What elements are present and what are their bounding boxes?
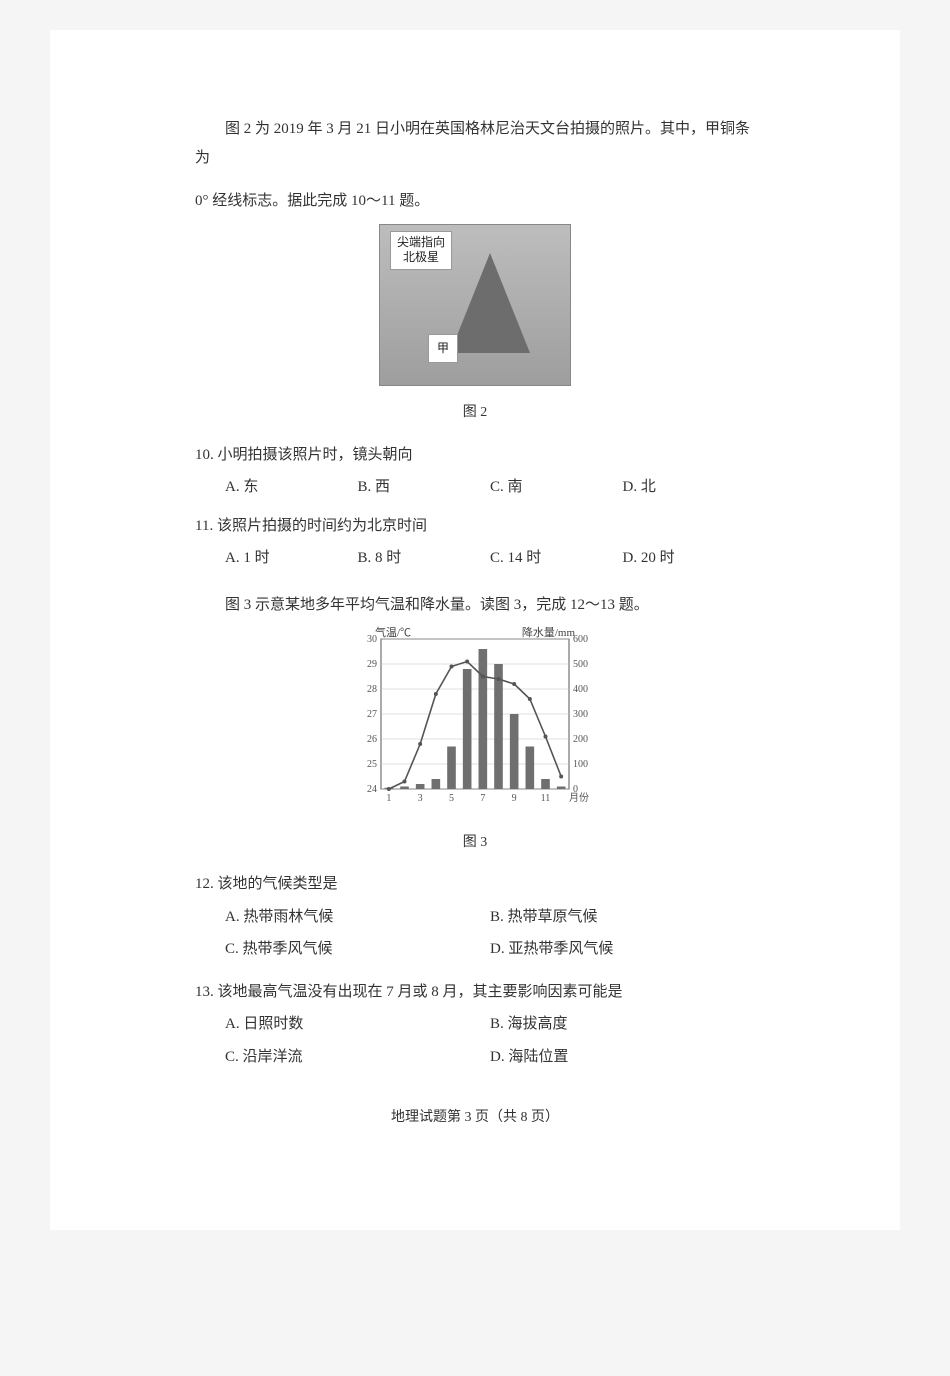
figure-2-wrap: 尖端指向 北极星 甲 xyxy=(195,224,755,397)
question-12-options: A. 热带雨林气候 B. 热带草原气候 C. 热带季风气候 D. 亚热带季风气候 xyxy=(195,903,755,968)
q12-option-c: C. 热带季风气候 xyxy=(225,935,490,964)
svg-text:600: 600 xyxy=(573,634,588,645)
question-10: 10. 小明拍摄该照片时，镜头朝向 xyxy=(195,441,755,470)
figure-3-wrap: 2425262728293001002003004005006001357911… xyxy=(195,625,755,826)
fig2-intro-line1: 图 2 为 2019 年 3 月 21 日小明在英国格林尼治天文台拍摄的照片。其… xyxy=(195,115,755,172)
svg-text:25: 25 xyxy=(367,759,377,770)
q10-option-c: C. 南 xyxy=(490,473,623,502)
q11-option-c: C. 14 时 xyxy=(490,544,623,573)
svg-text:300: 300 xyxy=(573,709,588,720)
q12-option-d: D. 亚热带季风气候 xyxy=(490,935,755,964)
svg-text:24: 24 xyxy=(367,784,377,795)
svg-text:11: 11 xyxy=(541,793,551,804)
figure-2-polaris-label: 尖端指向 北极星 xyxy=(390,231,452,270)
fig3-intro: 图 3 示意某地多年平均气温和降水量。读图 3，完成 12～13 题。 xyxy=(195,591,755,620)
svg-text:9: 9 xyxy=(512,793,517,804)
q13-option-a: A. 日照时数 xyxy=(225,1010,490,1039)
figure-3-caption: 图 3 xyxy=(195,830,755,857)
content-area: 图 2 为 2019 年 3 月 21 日小明在英国格林尼治天文台拍摄的照片。其… xyxy=(195,115,755,1132)
svg-text:28: 28 xyxy=(367,684,377,695)
figure-2-caption: 图 2 xyxy=(195,400,755,427)
svg-text:5: 5 xyxy=(449,793,454,804)
fig2-label-l2: 北极星 xyxy=(403,250,439,264)
svg-text:200: 200 xyxy=(573,734,588,745)
fig2-label-l1: 尖端指向 xyxy=(397,235,445,249)
svg-text:月份: 月份 xyxy=(569,792,589,804)
page-footer: 地理试题第 3 页（共 8 页） xyxy=(195,1105,755,1132)
figure-2-shape xyxy=(450,253,530,353)
svg-text:100: 100 xyxy=(573,759,588,770)
q13-option-b: B. 海拔高度 xyxy=(490,1010,755,1039)
svg-text:气温/℃: 气温/℃ xyxy=(375,625,411,639)
svg-text:3: 3 xyxy=(418,793,423,804)
question-13-options: A. 日照时数 B. 海拔高度 C. 沿岸洋流 D. 海陆位置 xyxy=(195,1010,755,1075)
q11-option-d: D. 20 时 xyxy=(623,544,756,573)
svg-text:500: 500 xyxy=(573,659,588,670)
question-13: 13. 该地最高气温没有出现在 7 月或 8 月，其主要影响因素可能是 xyxy=(195,978,755,1007)
svg-text:27: 27 xyxy=(367,709,377,720)
question-11-options: A. 1 时 B. 8 时 C. 14 时 D. 20 时 xyxy=(195,544,755,573)
svg-text:26: 26 xyxy=(367,734,377,745)
q10-option-b: B. 西 xyxy=(358,473,491,502)
q10-option-d: D. 北 xyxy=(623,473,756,502)
q11-option-a: A. 1 时 xyxy=(225,544,358,573)
q12-option-a: A. 热带雨林气候 xyxy=(225,903,490,932)
q13-option-c: C. 沿岸洋流 xyxy=(225,1043,490,1072)
question-10-options: A. 东 B. 西 C. 南 D. 北 xyxy=(195,473,755,502)
svg-text:29: 29 xyxy=(367,659,377,670)
svg-text:1: 1 xyxy=(386,793,391,804)
q12-option-b: B. 热带草原气候 xyxy=(490,903,755,932)
q11-option-b: B. 8 时 xyxy=(358,544,491,573)
question-11: 11. 该照片拍摄的时间约为北京时间 xyxy=(195,512,755,541)
question-12: 12. 该地的气候类型是 xyxy=(195,870,755,899)
figure-2-jia-label: 甲 xyxy=(428,334,458,363)
figure-2-photo: 尖端指向 北极星 甲 xyxy=(379,224,571,386)
svg-text:降水量/mm: 降水量/mm xyxy=(522,625,576,639)
fig2-intro-line2: 0° 经线标志。据此完成 10～11 题。 xyxy=(195,187,755,216)
svg-text:400: 400 xyxy=(573,684,588,695)
svg-text:7: 7 xyxy=(480,793,485,804)
exam-page: 图 2 为 2019 年 3 月 21 日小明在英国格林尼治天文台拍摄的照片。其… xyxy=(50,30,900,1230)
q10-option-a: A. 东 xyxy=(225,473,358,502)
climate-chart: 2425262728293001002003004005006001357911… xyxy=(345,625,605,815)
q13-option-d: D. 海陆位置 xyxy=(490,1043,755,1072)
